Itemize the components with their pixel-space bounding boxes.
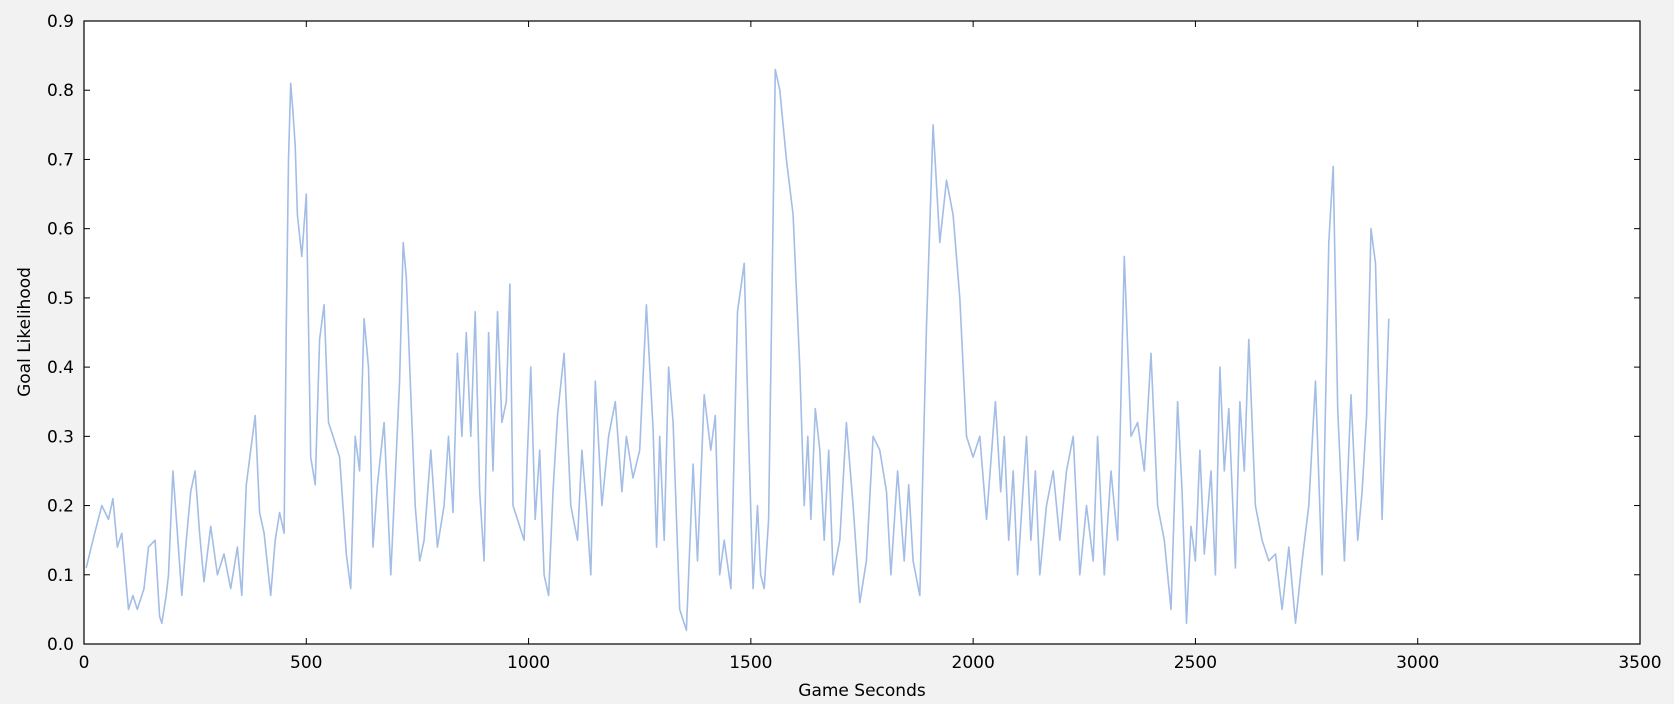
x-tick-label: 1000 <box>507 653 550 673</box>
x-tick-label: 1500 <box>729 653 772 673</box>
y-tick-label: 0.0 <box>47 635 74 655</box>
x-tick-label: 2500 <box>1174 653 1217 673</box>
y-tick-label: 0.8 <box>47 81 74 101</box>
x-tick-label: 0 <box>79 653 90 673</box>
x-tick-label: 500 <box>290 653 322 673</box>
y-tick-label: 0.4 <box>47 358 74 378</box>
plot-background <box>84 21 1640 644</box>
series-line-goal-likelihood <box>85 68 1390 631</box>
y-tick-label: 0.9 <box>47 12 74 32</box>
x-axis-label: Game Seconds <box>798 681 926 701</box>
y-axis-label: Goal Likelihood <box>15 267 35 397</box>
y-axis-ticks: 0.0 0.1 0.2 0.3 0.4 0.5 0.6 0.7 0.8 0.9 <box>47 12 1640 655</box>
x-axis-ticks: 0 500 1000 1500 2000 2500 3000 3500 <box>79 21 1662 673</box>
x-tick-label: 3000 <box>1396 653 1439 673</box>
y-tick-label: 0.5 <box>47 289 74 309</box>
y-tick-label: 0.1 <box>47 566 74 586</box>
y-tick-label: 0.7 <box>47 150 74 170</box>
x-tick-label: 2000 <box>952 653 995 673</box>
plot-frame <box>83 20 1641 645</box>
x-tick-label: 3500 <box>1618 653 1661 673</box>
y-tick-label: 0.6 <box>47 220 74 240</box>
y-tick-label: 0.3 <box>47 427 74 447</box>
y-tick-label: 0.2 <box>47 497 74 517</box>
